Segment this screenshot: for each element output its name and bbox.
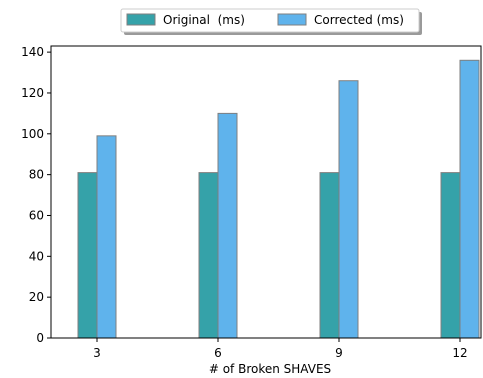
y-tick-label: 40 (29, 249, 44, 263)
axes-group: 0 20 40 60 80 100 120 140 3 6 9 12 (21, 45, 482, 360)
y-tick-label: 120 (21, 86, 44, 100)
y-tick-label: 80 (29, 168, 44, 182)
x-tick-label: 9 (335, 346, 343, 360)
y-tick-label: 140 (21, 45, 44, 59)
bar-original-9 (319, 172, 340, 339)
bar-corrected-9 (338, 80, 359, 339)
legend-swatch-original (126, 13, 156, 26)
bar-corrected-12 (459, 59, 480, 339)
legend-swatch-corrected (277, 13, 307, 26)
plot-frame (50, 45, 482, 339)
legend-label-corrected: Corrected (ms) (314, 13, 404, 27)
bar-corrected-6 (217, 112, 238, 339)
x-tick-label: 12 (452, 346, 467, 360)
bar-original-6 (198, 172, 219, 339)
bars-group (77, 59, 480, 339)
legend: Original (ms) Corrected (ms) (120, 8, 422, 35)
bar-corrected-3 (96, 135, 117, 339)
bar-original-3 (77, 172, 98, 339)
y-tick-label: 20 (29, 290, 44, 304)
y-tick-label: 60 (29, 208, 44, 222)
legend-box (120, 8, 420, 33)
x-axis-label: # of Broken SHAVES (209, 362, 331, 376)
y-tick-label: 0 (36, 331, 44, 345)
x-tick-label: 3 (93, 346, 101, 360)
legend-label-original: Original (ms) (163, 13, 245, 27)
x-tick-label: 6 (214, 346, 222, 360)
y-tick-label: 100 (21, 127, 44, 141)
bar-original-12 (440, 172, 461, 339)
